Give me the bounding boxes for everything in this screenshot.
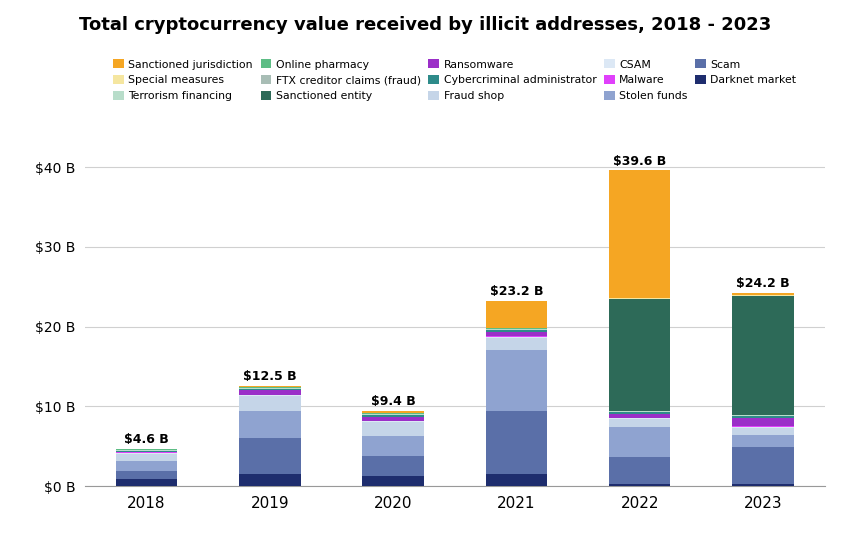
Bar bbox=[732, 447, 794, 484]
Bar bbox=[239, 395, 301, 396]
Bar bbox=[732, 416, 794, 418]
Bar bbox=[362, 417, 424, 421]
Bar bbox=[609, 411, 671, 412]
Bar bbox=[609, 298, 671, 299]
Bar bbox=[116, 454, 178, 461]
Bar bbox=[609, 418, 671, 419]
Legend: Sanctioned jurisdiction, Special measures, Terrorism financing, Online pharmacy,: Sanctioned jurisdiction, Special measure… bbox=[110, 56, 800, 104]
Bar bbox=[485, 332, 547, 336]
Text: $9.4 B: $9.4 B bbox=[371, 395, 416, 408]
Bar bbox=[609, 412, 671, 414]
Bar bbox=[239, 410, 301, 438]
Text: $12.5 B: $12.5 B bbox=[243, 370, 297, 383]
Bar bbox=[239, 389, 301, 390]
Bar bbox=[485, 330, 547, 332]
Text: Total cryptocurrency value received by illicit addresses, 2018 - 2023: Total cryptocurrency value received by i… bbox=[79, 16, 771, 34]
Bar bbox=[239, 438, 301, 474]
Bar bbox=[239, 387, 301, 388]
Bar bbox=[116, 479, 178, 486]
Bar bbox=[732, 418, 794, 427]
Bar bbox=[609, 299, 671, 410]
Bar bbox=[362, 411, 424, 413]
Bar bbox=[362, 415, 424, 417]
Bar bbox=[609, 414, 671, 418]
Bar bbox=[732, 296, 794, 415]
Bar bbox=[239, 390, 301, 395]
Bar bbox=[239, 474, 301, 486]
Bar bbox=[362, 421, 424, 422]
Bar bbox=[485, 411, 547, 474]
Bar bbox=[609, 457, 671, 484]
Bar bbox=[732, 484, 794, 486]
Bar bbox=[116, 449, 178, 450]
Bar bbox=[732, 427, 794, 428]
Bar bbox=[609, 419, 671, 427]
Text: $4.6 B: $4.6 B bbox=[124, 433, 169, 446]
Bar bbox=[732, 293, 794, 295]
Bar bbox=[362, 413, 424, 414]
Text: $23.2 B: $23.2 B bbox=[490, 285, 543, 298]
Bar bbox=[239, 388, 301, 389]
Bar bbox=[732, 435, 794, 447]
Bar bbox=[609, 484, 671, 486]
Bar bbox=[116, 471, 178, 479]
Bar bbox=[239, 396, 301, 410]
Bar bbox=[485, 301, 547, 328]
Bar bbox=[485, 337, 547, 338]
Bar bbox=[116, 461, 178, 471]
Bar bbox=[116, 453, 178, 454]
Bar bbox=[116, 451, 178, 453]
Bar bbox=[732, 428, 794, 435]
Bar bbox=[609, 427, 671, 457]
Bar bbox=[362, 456, 424, 476]
Bar bbox=[609, 410, 671, 411]
Text: $24.2 B: $24.2 B bbox=[736, 277, 790, 290]
Bar bbox=[732, 295, 794, 296]
Bar bbox=[485, 474, 547, 486]
Bar bbox=[732, 415, 794, 416]
Bar bbox=[362, 476, 424, 486]
Bar bbox=[609, 170, 671, 298]
Bar bbox=[485, 328, 547, 329]
Text: $39.6 B: $39.6 B bbox=[613, 155, 666, 168]
Bar bbox=[485, 349, 547, 411]
Bar bbox=[362, 422, 424, 436]
Bar bbox=[485, 329, 547, 330]
Bar bbox=[485, 338, 547, 349]
Bar bbox=[362, 414, 424, 415]
Bar bbox=[362, 436, 424, 456]
